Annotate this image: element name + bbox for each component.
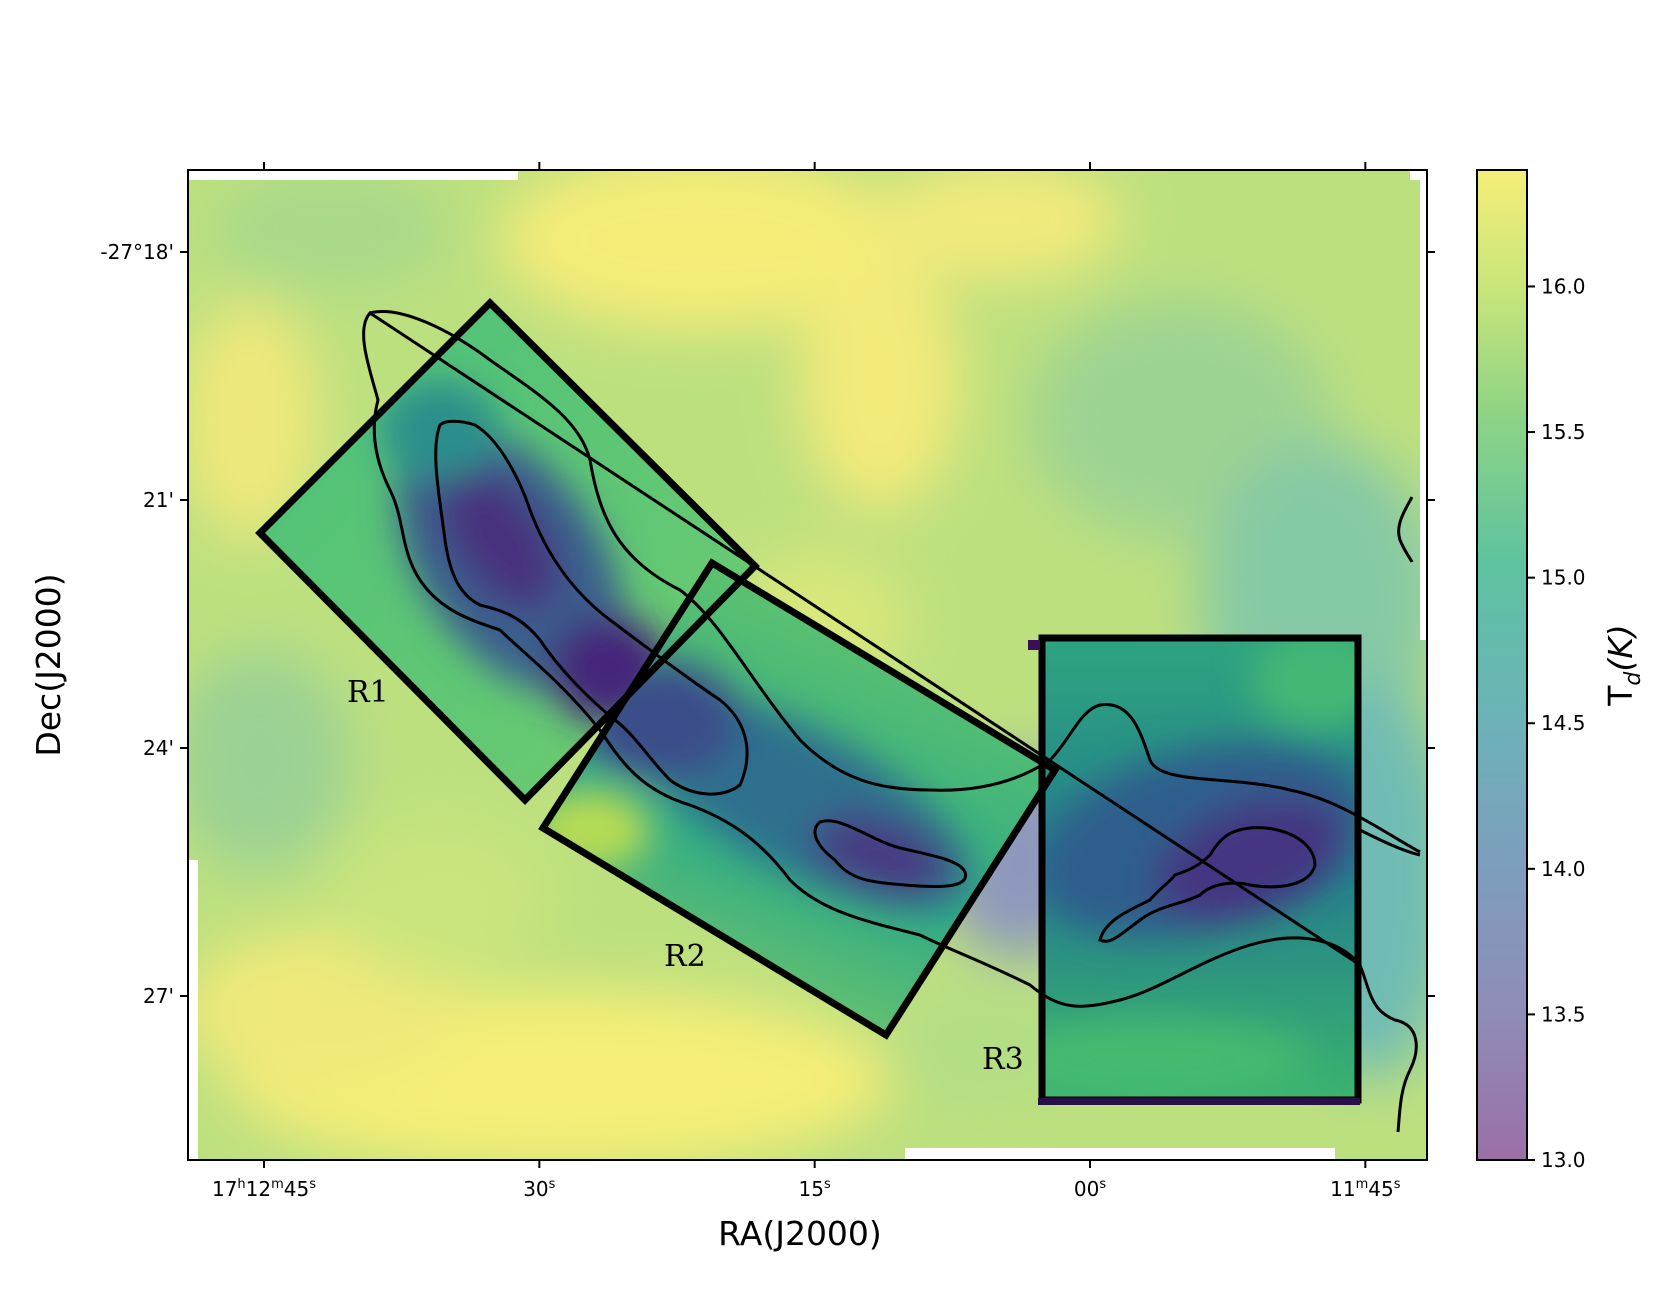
colorbar-tick-label: 14.5 — [1541, 711, 1586, 735]
colorbar-tick-label: 15.5 — [1541, 420, 1586, 444]
y-tick-label: 27' — [143, 984, 174, 1008]
colorbar-tick-label: 15.0 — [1541, 566, 1586, 590]
colorbar-tick-label: 13.0 — [1541, 1148, 1586, 1172]
colorbar-tick-label: 16.0 — [1541, 274, 1586, 298]
region-label-r2: R2 — [664, 939, 706, 974]
temperature-map: R1 R2 R3 17h​12m​45s​ 30s​ 15s​ 00s​ 11m​45s… — [29, 162, 1435, 1253]
y-tick-label: -27°18' — [100, 240, 174, 264]
colorbar-tick-label: 13.5 — [1541, 1002, 1586, 1026]
density-contours — [362, 310, 1421, 1133]
region-r1-fill — [260, 303, 755, 800]
colorbar: 13.0 13.5 14.0 14.5 15.0 15.5 16.0 Td(K) — [1476, 169, 1646, 1172]
contour-r2-core — [813, 819, 967, 889]
x-axis-ticks: 17h​12m​45s​ 30s​ 15s​ 00s​ 11m​45s​ — [212, 162, 1401, 1201]
y-axis-title: Dec(J2000) — [29, 573, 68, 756]
x-tick-label: 17h​12m​45s​ — [212, 1177, 316, 1201]
region-r3-fill — [1042, 638, 1358, 1100]
region-label-r1: R1 — [347, 675, 389, 710]
x-tick-label: 30s​ — [523, 1177, 555, 1201]
contour-mid-r1 — [434, 419, 749, 796]
x-tick-label: 15s​ — [799, 1177, 831, 1201]
region-label-r3: R3 — [982, 1042, 1024, 1077]
contour-edge-right — [1397, 496, 1414, 563]
region-r3-pixel-edge — [1028, 640, 1040, 650]
y-axis-ticks: -27°18' 21' 24' 27' — [100, 240, 1435, 1008]
colorbar-tick-label: 14.0 — [1541, 857, 1586, 881]
y-tick-label: 24' — [143, 736, 174, 760]
region-r1-outline — [255, 298, 760, 805]
x-tick-label: 11m​45s​ — [1330, 1177, 1401, 1201]
region-r2-outline — [538, 558, 1060, 1040]
colorbar-title: Td(K) — [1601, 624, 1646, 707]
contour-r3-core — [1098, 826, 1317, 943]
region-r3-bottom-edge — [1038, 1098, 1360, 1105]
contour-outer — [362, 310, 1421, 1133]
colorbar-ticks: 13.0 13.5 14.0 14.5 15.0 15.5 16.0 — [1527, 274, 1586, 1172]
map-frame — [187, 169, 1428, 1161]
x-axis-title: RA(J2000) — [718, 1214, 882, 1253]
region-r2-fill — [543, 563, 1055, 1035]
colorbar-gradient — [1476, 169, 1528, 1161]
y-tick-label: 21' — [143, 488, 174, 512]
x-tick-label: 00s​ — [1074, 1177, 1106, 1201]
